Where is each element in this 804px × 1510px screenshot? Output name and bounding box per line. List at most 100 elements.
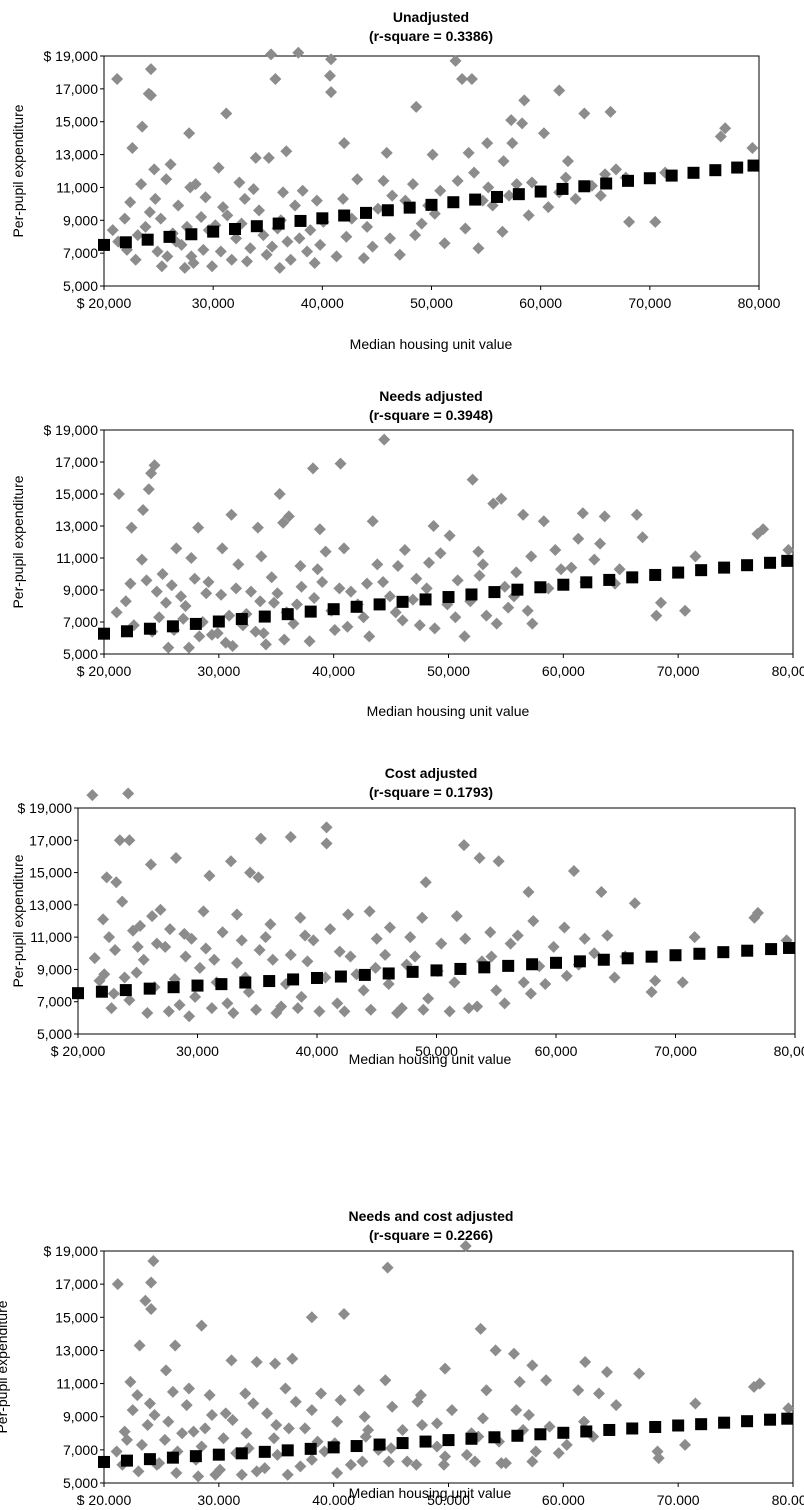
data-point (269, 73, 281, 85)
data-point (565, 562, 577, 574)
data-point (299, 1422, 311, 1434)
data-point (427, 149, 439, 161)
data-point (446, 1404, 458, 1416)
data-point (239, 193, 251, 205)
data-point (444, 1005, 456, 1017)
data-point (459, 630, 471, 642)
data-point (134, 1339, 146, 1351)
data-point (386, 190, 398, 202)
data-point (230, 582, 242, 594)
data-point (217, 1432, 229, 1444)
y-axis-label: Per-pupil expenditure (10, 475, 26, 608)
data-point (496, 226, 508, 238)
trend-marker (465, 1433, 477, 1445)
trend-marker (672, 1419, 684, 1431)
data-point (170, 1467, 182, 1479)
y-axis-label: Per-pupil expenditure (10, 104, 26, 237)
data-point (274, 262, 286, 274)
trend-marker (351, 1440, 363, 1452)
y-axis-label: Per-pupil expenditure (10, 854, 26, 987)
data-point (277, 186, 289, 198)
data-point (458, 839, 470, 851)
data-point (444, 530, 456, 542)
y-tick-label: 7,000 (63, 1442, 98, 1458)
data-point (215, 589, 227, 601)
data-point (289, 200, 301, 212)
data-point (124, 196, 136, 208)
trend-marker (121, 1455, 133, 1467)
data-point (192, 1470, 204, 1482)
data-point (334, 946, 346, 958)
trend-marker (491, 191, 503, 203)
data-point (294, 1460, 306, 1472)
data-point (185, 552, 197, 564)
data-point (202, 576, 214, 588)
data-point (377, 175, 389, 187)
trend-marker (598, 954, 610, 966)
trend-marker (688, 167, 700, 179)
trend-marker (259, 1446, 271, 1458)
data-point (250, 1004, 262, 1016)
data-point (195, 211, 207, 223)
x-tick-label: $ 20,000 (77, 295, 132, 311)
data-point (321, 821, 333, 833)
data-point (649, 975, 661, 987)
data-point (614, 563, 626, 575)
data-point (170, 852, 182, 864)
data-point (506, 137, 518, 149)
trend-marker (426, 199, 438, 211)
data-point (308, 592, 320, 604)
x-tick-label: 80,000 (772, 663, 804, 679)
trend-marker (488, 586, 500, 598)
trend-marker (185, 228, 197, 240)
data-point (301, 955, 313, 967)
data-point (301, 246, 313, 258)
data-point (248, 183, 260, 195)
x-tick-label: 50,000 (410, 295, 453, 311)
y-tick-label: 11,000 (30, 929, 72, 945)
trend-marker (748, 160, 760, 172)
x-tick-label: 30,000 (176, 1043, 219, 1059)
data-point (167, 1386, 179, 1398)
data-point (225, 855, 237, 867)
data-point (371, 933, 383, 945)
data-point (260, 638, 272, 650)
data-point (279, 1383, 291, 1395)
data-point (689, 931, 701, 943)
data-point (197, 905, 209, 917)
trend-marker (263, 975, 275, 987)
data-point (370, 962, 382, 974)
data-point (361, 578, 373, 590)
trend-marker (328, 603, 340, 615)
data-point (499, 581, 511, 593)
x-tick-label: 70,000 (657, 663, 700, 679)
data-point (113, 488, 125, 500)
data-point (472, 242, 484, 254)
data-point (145, 63, 157, 75)
data-point (140, 574, 152, 586)
x-tick-label: $ 20,000 (77, 663, 132, 679)
data-point (414, 619, 426, 631)
data-point (452, 175, 464, 187)
trend-marker (534, 1428, 546, 1440)
trend-marker (626, 571, 638, 583)
data-point (579, 1356, 591, 1368)
trend-marker (646, 951, 658, 963)
data-point (356, 1455, 368, 1467)
trend-marker (717, 946, 729, 958)
data-point (280, 145, 292, 157)
data-point (321, 838, 333, 850)
data-point (200, 191, 212, 203)
data-point (517, 509, 529, 521)
data-point (144, 206, 156, 218)
data-point (540, 1374, 552, 1386)
data-point (177, 613, 189, 625)
chart-subtitle: (r-square = 0.3386) (369, 28, 493, 44)
data-point (120, 595, 132, 607)
data-point (101, 871, 113, 883)
trend-marker (351, 601, 363, 613)
y-tick-label: 9,000 (63, 1409, 98, 1425)
data-point (166, 579, 178, 591)
data-point (139, 221, 151, 233)
